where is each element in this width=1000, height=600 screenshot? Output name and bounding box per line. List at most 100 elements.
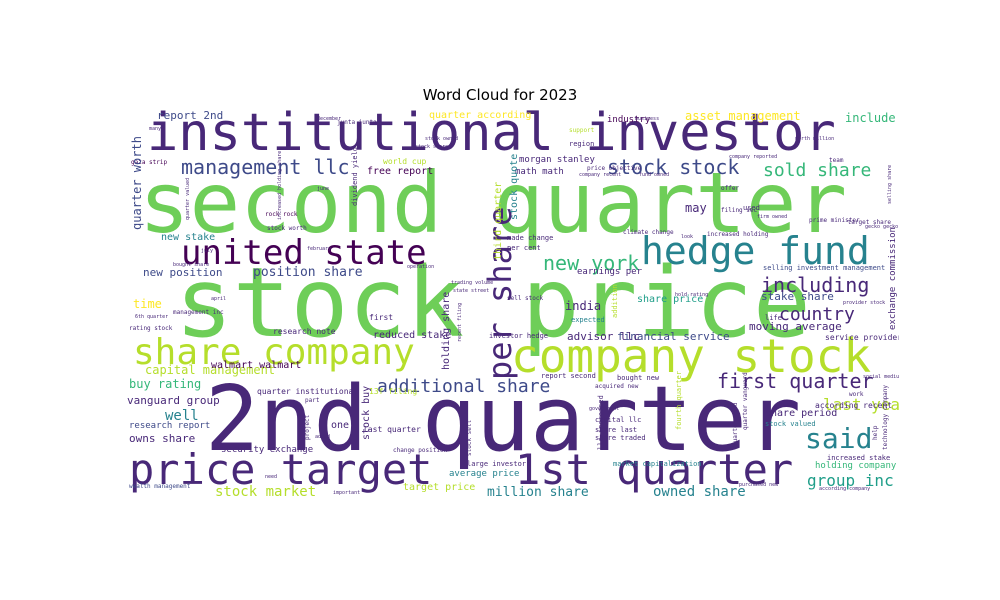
word: part	[305, 397, 320, 404]
word: country	[779, 304, 855, 325]
word: security exchange	[221, 445, 313, 455]
word: 2nd quarter	[205, 367, 801, 472]
word: large investor	[467, 460, 526, 468]
word: increased holding	[707, 231, 769, 238]
word: second quarter	[139, 154, 847, 252]
word: stock sell	[466, 419, 473, 456]
word: including	[761, 273, 869, 297]
word: quarter worth	[130, 136, 144, 230]
word: last quarter	[363, 425, 421, 434]
word: may	[685, 201, 707, 215]
word: july	[201, 248, 213, 254]
word: support	[569, 127, 595, 134]
word: well	[165, 408, 199, 424]
word: many	[149, 126, 161, 132]
word: one	[331, 420, 349, 431]
word: quarter valued	[185, 178, 191, 220]
word: used	[743, 204, 760, 212]
word: look	[681, 234, 693, 240]
word: wealth management	[129, 483, 191, 490]
word: increased stake	[827, 454, 890, 462]
word: important	[333, 490, 360, 496]
word: recent filing	[457, 303, 463, 342]
word: llc increased	[597, 395, 605, 450]
word: institutional investor	[147, 110, 836, 163]
word: life	[765, 314, 782, 322]
word: junta junta	[337, 119, 377, 126]
word: world cup	[383, 157, 427, 166]
word: united state	[181, 233, 427, 273]
word: service provider	[825, 333, 899, 342]
word: price objective	[587, 165, 642, 172]
word: position share	[253, 265, 363, 280]
word: sell stock	[507, 295, 544, 302]
word: firm owned	[757, 214, 787, 220]
word: stock buy	[361, 386, 372, 440]
word: purchased new	[739, 482, 779, 488]
word: trading volume	[451, 280, 493, 286]
word: last year	[823, 395, 899, 414]
word: management inc	[173, 309, 224, 316]
word: research report	[129, 421, 210, 431]
word: work	[849, 391, 864, 398]
word: 13f filing	[369, 387, 417, 396]
word: social medium	[863, 374, 899, 380]
word: share price	[637, 294, 703, 305]
word: stock market	[215, 484, 316, 498]
word: filing sec	[721, 207, 758, 214]
page-title: Word Cloud for 2023	[422, 86, 578, 104]
word: quarter institutional	[257, 387, 358, 396]
word: april	[211, 296, 226, 302]
word: june	[317, 186, 329, 192]
word: new position	[143, 266, 222, 279]
word: north million	[795, 136, 834, 142]
word: operation	[407, 264, 434, 270]
word: selling share	[887, 165, 893, 204]
word: buy rating	[129, 377, 201, 391]
word: stake share	[761, 290, 834, 303]
word: first quarter	[717, 369, 874, 393]
word: stock quote	[509, 154, 520, 220]
word: 6th quarter	[135, 314, 168, 320]
word: earnings per	[577, 267, 643, 277]
word: business	[635, 116, 659, 122]
word: dividend yield	[351, 147, 359, 206]
word: stock valued	[765, 420, 816, 428]
word: rock rock	[265, 211, 298, 218]
word: prime minister	[809, 217, 860, 224]
word: increased holding share	[277, 151, 283, 220]
word: addition	[611, 284, 619, 318]
word: per cent	[507, 244, 541, 252]
word: math math	[515, 167, 564, 177]
word: holding company	[815, 461, 897, 471]
word: help	[872, 425, 879, 440]
word: india	[565, 299, 601, 313]
word: exchange commission	[888, 227, 898, 330]
word: owns share	[129, 432, 195, 445]
word: hold rating	[675, 292, 708, 298]
word: million share	[487, 485, 589, 498]
word: target share	[848, 219, 892, 226]
word: acquired new	[595, 383, 639, 390]
word: sold share	[763, 160, 871, 181]
word: stock price	[175, 247, 811, 359]
word: share last	[595, 426, 637, 434]
word: investor hedge	[489, 332, 548, 340]
word: research note	[273, 327, 336, 336]
word: moving average	[749, 320, 842, 333]
word: quarter according	[429, 110, 531, 121]
word: asset management	[685, 110, 801, 123]
word: offer	[721, 185, 739, 192]
word: rating stock	[129, 325, 173, 332]
word: stock stock	[607, 155, 739, 179]
word: project	[304, 414, 311, 440]
word-cloud: institutional investor second quarter st…	[125, 110, 899, 498]
word: additional share	[377, 376, 550, 397]
word: february	[307, 246, 331, 252]
word: gaza strip	[131, 159, 168, 166]
word: hedge fund	[641, 229, 870, 273]
word: market capitalization	[613, 460, 702, 468]
word: provider stock	[843, 300, 885, 306]
word: stock share	[415, 144, 448, 150]
word: first	[369, 313, 393, 322]
